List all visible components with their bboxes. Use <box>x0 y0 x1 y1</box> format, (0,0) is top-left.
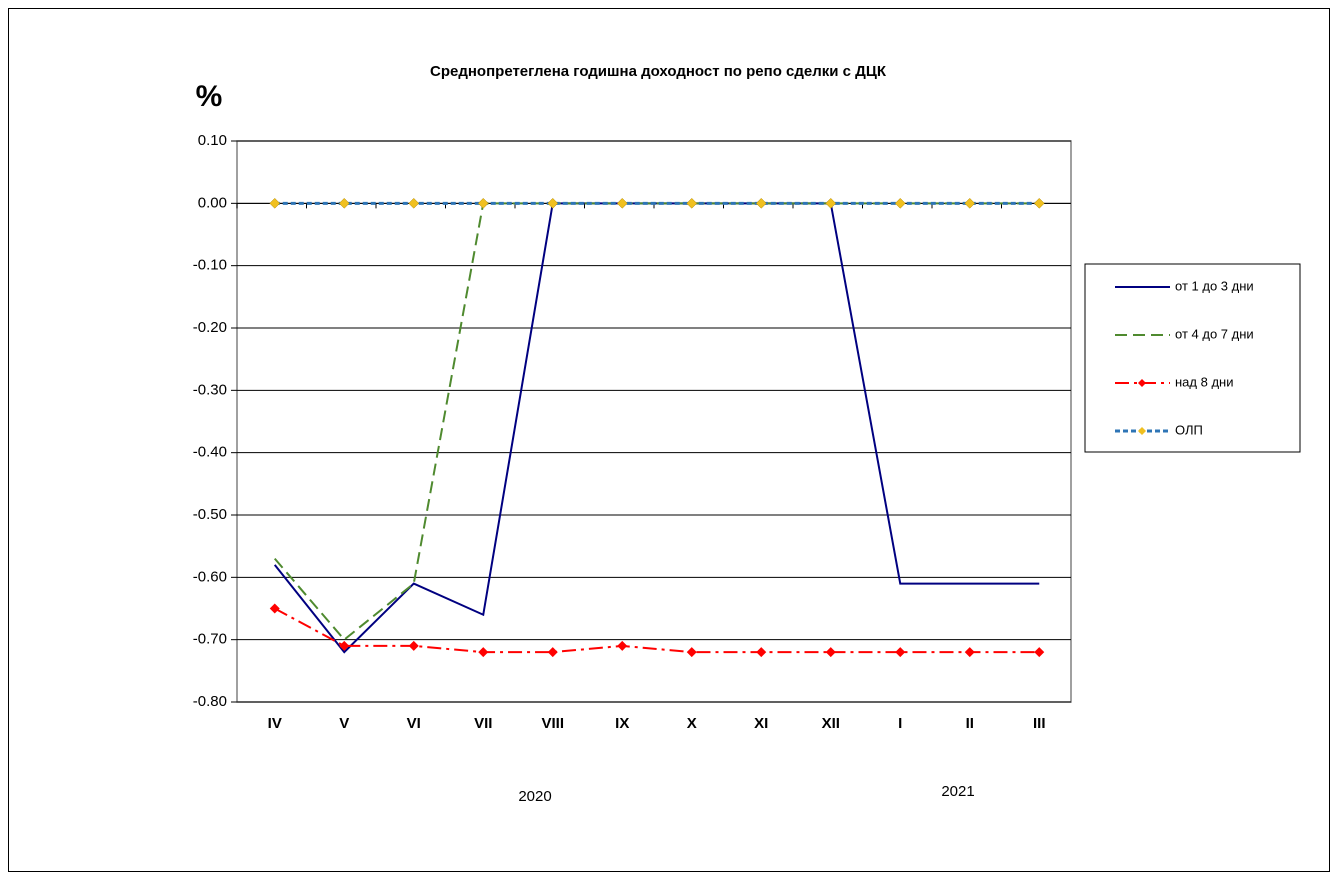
legend-label: ОЛП <box>1175 422 1203 437</box>
plot-area <box>236 140 1072 703</box>
legend-label: над 8 дни <box>1175 374 1233 389</box>
data-point <box>478 647 489 658</box>
data-point <box>338 197 350 209</box>
data-point <box>686 647 697 658</box>
x-tick-label: IX <box>615 715 629 732</box>
data-point <box>616 197 628 209</box>
x-tick-label: VIII <box>541 715 564 732</box>
data-point <box>1033 197 1045 209</box>
data-point <box>617 640 628 651</box>
legend-label: от 4 до 7 дни <box>1175 326 1254 341</box>
x-tick-label: IV <box>268 715 282 732</box>
x-tick-label: XI <box>754 715 768 732</box>
x-tick-label: VII <box>474 715 492 732</box>
x-tick-label: VI <box>407 715 421 732</box>
data-point <box>756 647 767 658</box>
data-point <box>547 197 559 209</box>
data-point <box>477 197 489 209</box>
x-tick-label: X <box>687 715 697 732</box>
year-label: 2020 <box>518 788 551 805</box>
y-tick-label: -0.40 <box>193 444 227 461</box>
data-point <box>686 197 698 209</box>
data-point <box>755 197 767 209</box>
y-tick-label: -0.80 <box>193 693 227 710</box>
data-point <box>408 197 420 209</box>
series-line <box>273 202 1040 642</box>
data-point <box>339 640 350 651</box>
x-tick-label: I <box>898 715 902 732</box>
y-tick-label: -0.20 <box>193 319 227 336</box>
y-tick-label: -0.50 <box>193 506 227 523</box>
x-tick-label: V <box>339 715 349 732</box>
data-point <box>894 197 906 209</box>
data-point <box>964 197 976 209</box>
data-point <box>825 647 836 658</box>
chart-title: Среднопретеглена годишна доходност по ре… <box>430 63 887 80</box>
data-point <box>269 197 281 209</box>
legend <box>1084 263 1301 453</box>
data-point <box>547 647 558 658</box>
data-point <box>825 197 837 209</box>
data-point <box>269 603 280 614</box>
data-point <box>895 647 906 658</box>
year-label: 2021 <box>941 783 974 800</box>
y-tick-label: -0.60 <box>193 568 227 585</box>
y-tick-label: -0.10 <box>193 257 227 274</box>
x-tick-label: III <box>1033 715 1046 732</box>
legend-label: от 1 до 3 дни <box>1175 278 1254 293</box>
y-axis-label: % <box>196 80 223 113</box>
y-tick-label: -0.70 <box>193 631 227 648</box>
series-line <box>274 607 1040 654</box>
data-point <box>1034 647 1045 658</box>
legend-marker <box>1138 427 1146 435</box>
y-tick-label: 0.00 <box>198 194 227 211</box>
legend-marker <box>1138 379 1146 387</box>
x-tick-label: XII <box>822 715 840 732</box>
y-tick-label: -0.30 <box>193 381 227 398</box>
x-tick-label: II <box>966 715 974 732</box>
data-point <box>964 647 975 658</box>
data-point <box>408 640 419 651</box>
y-tick-label: 0.10 <box>198 132 227 149</box>
